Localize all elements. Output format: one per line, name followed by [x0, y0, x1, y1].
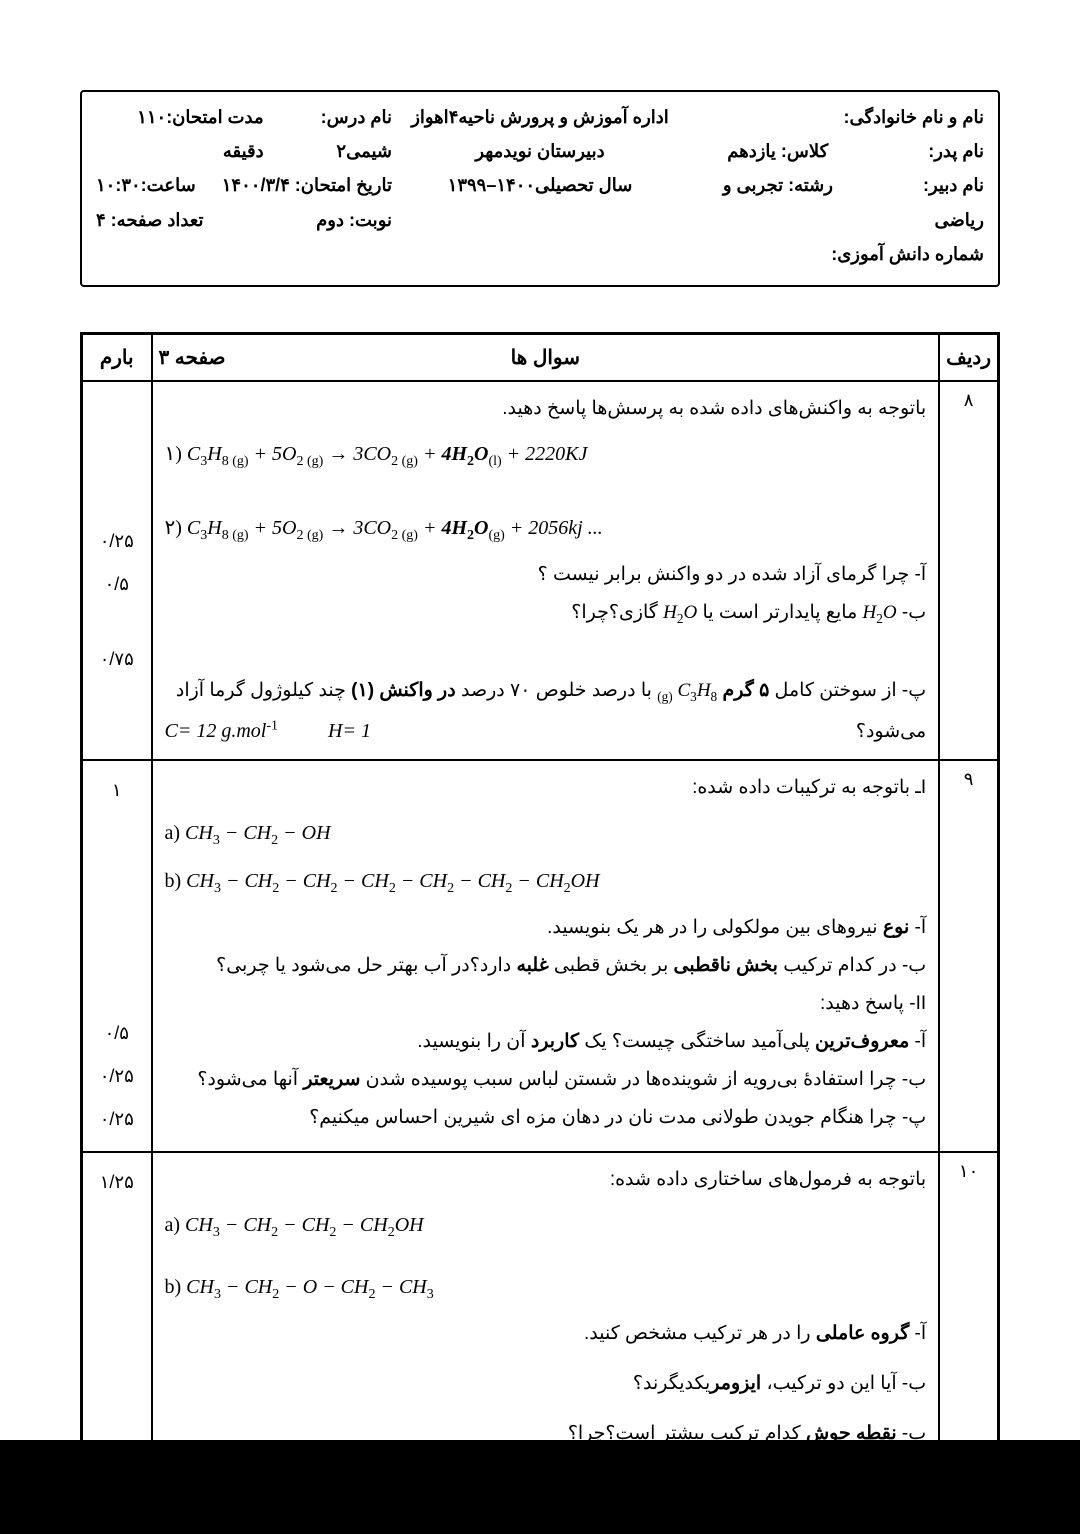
q8-p-end: می‌شود؟: [856, 713, 926, 751]
q9-num: ۹: [939, 760, 998, 1152]
q8-eq1: ۱) C3H8 (g) + 5O2 (g) → 3CO2 (g) + 4H2O(…: [165, 434, 927, 476]
q9-body: Iـ باتوجه به ترکیبات داده شده: a) CH3 − …: [152, 760, 940, 1152]
q8-body: باتوجه به واکنش‌های داده شده به پرسش‌ها …: [152, 381, 940, 760]
barom-val: ۰/۵: [95, 563, 139, 606]
q10-baroms: ۱/۲۵: [82, 1152, 152, 1533]
barom-val: ۰/۷۵: [95, 638, 139, 681]
q8-c-mass: C= 12 g.mol: [165, 720, 267, 742]
q10-num: ۱۰: [939, 1152, 998, 1533]
barom-val: ۱: [95, 769, 139, 812]
row-q10: ۱۰ باتوجه به فرمول‌های ساختاری داده شده:…: [82, 1152, 999, 1533]
q10-b: ب- آیا این دو ترکیب، ایزومریکدیگرند؟: [165, 1365, 927, 1403]
q8-eq2: ۲) C3H8 (g) + 5O2 (g) → 3CO2 (g) + 4H2O(…: [165, 508, 927, 550]
subject: نام درس: شیمی۲: [264, 100, 392, 168]
q10-p: پ- نقطه جوش کدام ترکیب بیشتر است؟چرا؟: [165, 1415, 927, 1453]
hdr-questions: سوال ها صفحه ۳: [152, 333, 940, 381]
hdr-left-col: نام درس: شیمی۲ مدت امتحان:۱۱۰ دقیقه تاری…: [96, 100, 392, 271]
q9-iip: پ- چرا هنگام جویدن طولانی مدت نان در دها…: [165, 1099, 927, 1137]
student-name: نام و نام خانوادگی:: [688, 100, 984, 134]
questions-table: ردیف سوال ها صفحه ۳ بارم ۸ باتوجه به واک…: [80, 332, 1000, 1534]
q9-fb: b) CH3 − CH2 − CH2 − CH2 − CH2 − CH2 − C…: [165, 861, 927, 903]
q8-b: ب- H2O مایع پایدارتر است یا H2O گازی؟چرا…: [165, 594, 927, 632]
student-no: شماره دانش آموزی:: [688, 237, 984, 271]
q8-intro: باتوجه به واکنش‌های داده شده به پرسش‌ها …: [165, 390, 927, 428]
barom-val: ۰/۵: [95, 1012, 139, 1055]
pagecount: تعداد صفحه: ۴: [96, 203, 204, 237]
q9-b: ب- در کدام ترکیب بخش ناقطبی بر بخش قطبی …: [165, 947, 927, 985]
q9-iib: ب- چرا استفادهٔ بی‌رویه از شوینده‌ها در …: [165, 1061, 927, 1099]
hdr-center-col: اداره آموزش و پرورش ناحیه۴اهواز دبیرستان…: [392, 100, 688, 271]
hdr-radif: ردیف: [939, 333, 998, 381]
q8-num: ۸: [939, 381, 998, 760]
q8-p: پ- از سوختن کامل ۵ گرم (g) C3H8 با درصد …: [165, 672, 927, 710]
exam-header: نام و نام خانوادگی: نام پدر: کلاس: یازده…: [80, 90, 1000, 287]
row-q9: ۹ Iـ باتوجه به ترکیبات داده شده: a) CH3 …: [82, 760, 999, 1152]
q10-intro: باتوجه به فرمول‌های ساختاری داده شده:: [165, 1161, 927, 1199]
table-header-row: ردیف سوال ها صفحه ۳ بارم: [82, 333, 999, 381]
q9-a: آ- نوع نیروهای بین مولکولی را در هر یک ب…: [165, 909, 927, 947]
q8-baroms: ۰/۲۵ ۰/۵ ۰/۷۵: [82, 381, 152, 760]
q9-iia: آ- معروف‌ترین پلی‌آمید ساختگی چیست؟ یک ک…: [165, 1023, 927, 1061]
q10-fb: b) CH3 − CH2 − O − CH2 − CH3: [165, 1267, 927, 1309]
q10-fa: a) CH3 − CH2 − CH2 − CH2OH: [165, 1205, 927, 1247]
q9-i: Iـ باتوجه به ترکیبات داده شده:: [165, 769, 927, 807]
barom-val: ۰/۲۵: [95, 1098, 139, 1141]
exam-page: نام و نام خانوادگی: نام پدر: کلاس: یازده…: [0, 0, 1080, 1440]
barom-val: ۰/۲۵: [95, 1055, 139, 1098]
q9-fa: a) CH3 − CH2 − OH: [165, 813, 927, 855]
q10-a: آ- گروه عاملی را در هر ترکیب مشخص کنید.: [165, 1315, 927, 1353]
exam-time: ساعت:۱۰:۳۰: [96, 168, 196, 202]
q8-h-mass: H= 1: [328, 720, 371, 742]
duration: مدت امتحان:۱۱۰ دقیقه: [96, 100, 264, 168]
barom-val: ۱/۲۵: [95, 1161, 139, 1204]
hdr-soal-text: سوال ها: [511, 345, 580, 370]
hdr-right-col: نام و نام خانوادگی: نام پدر: کلاس: یازده…: [688, 100, 984, 271]
exam-date: تاریخ امتحان: ۱۴۰۰/۳/۴: [222, 168, 392, 202]
teacher-field: نام دبیر: رشته: تجربی و ریاضی: [688, 168, 984, 236]
edu-office: اداره آموزش و پرورش ناحیه۴اهواز: [392, 100, 688, 134]
q8-a: آ- چرا گرمای آزاد شده در دو واکنش برابر …: [165, 556, 927, 594]
academic-year: سال تحصیلی۱۴۰۰–۱۳۹۹: [392, 168, 688, 202]
school-name: دبیرستان نویدمهر: [392, 134, 688, 168]
row-q8: ۸ باتوجه به واکنش‌های داده شده به پرسش‌ه…: [82, 381, 999, 760]
hdr-page-text: صفحه ۳: [159, 345, 511, 370]
q10-body: باتوجه به فرمول‌های ساختاری داده شده: a)…: [152, 1152, 940, 1533]
barom-val: ۰/۲۵: [95, 520, 139, 563]
hdr-barom: بارم: [82, 333, 152, 381]
q9-ii: II- پاسخ دهید:: [165, 985, 927, 1023]
q9-baroms: ۱ ۰/۵ ۰/۲۵ ۰/۲۵: [82, 760, 152, 1152]
turn: نوبت: دوم: [316, 203, 392, 237]
father-class: نام پدر: کلاس: یازدهم: [688, 134, 984, 168]
